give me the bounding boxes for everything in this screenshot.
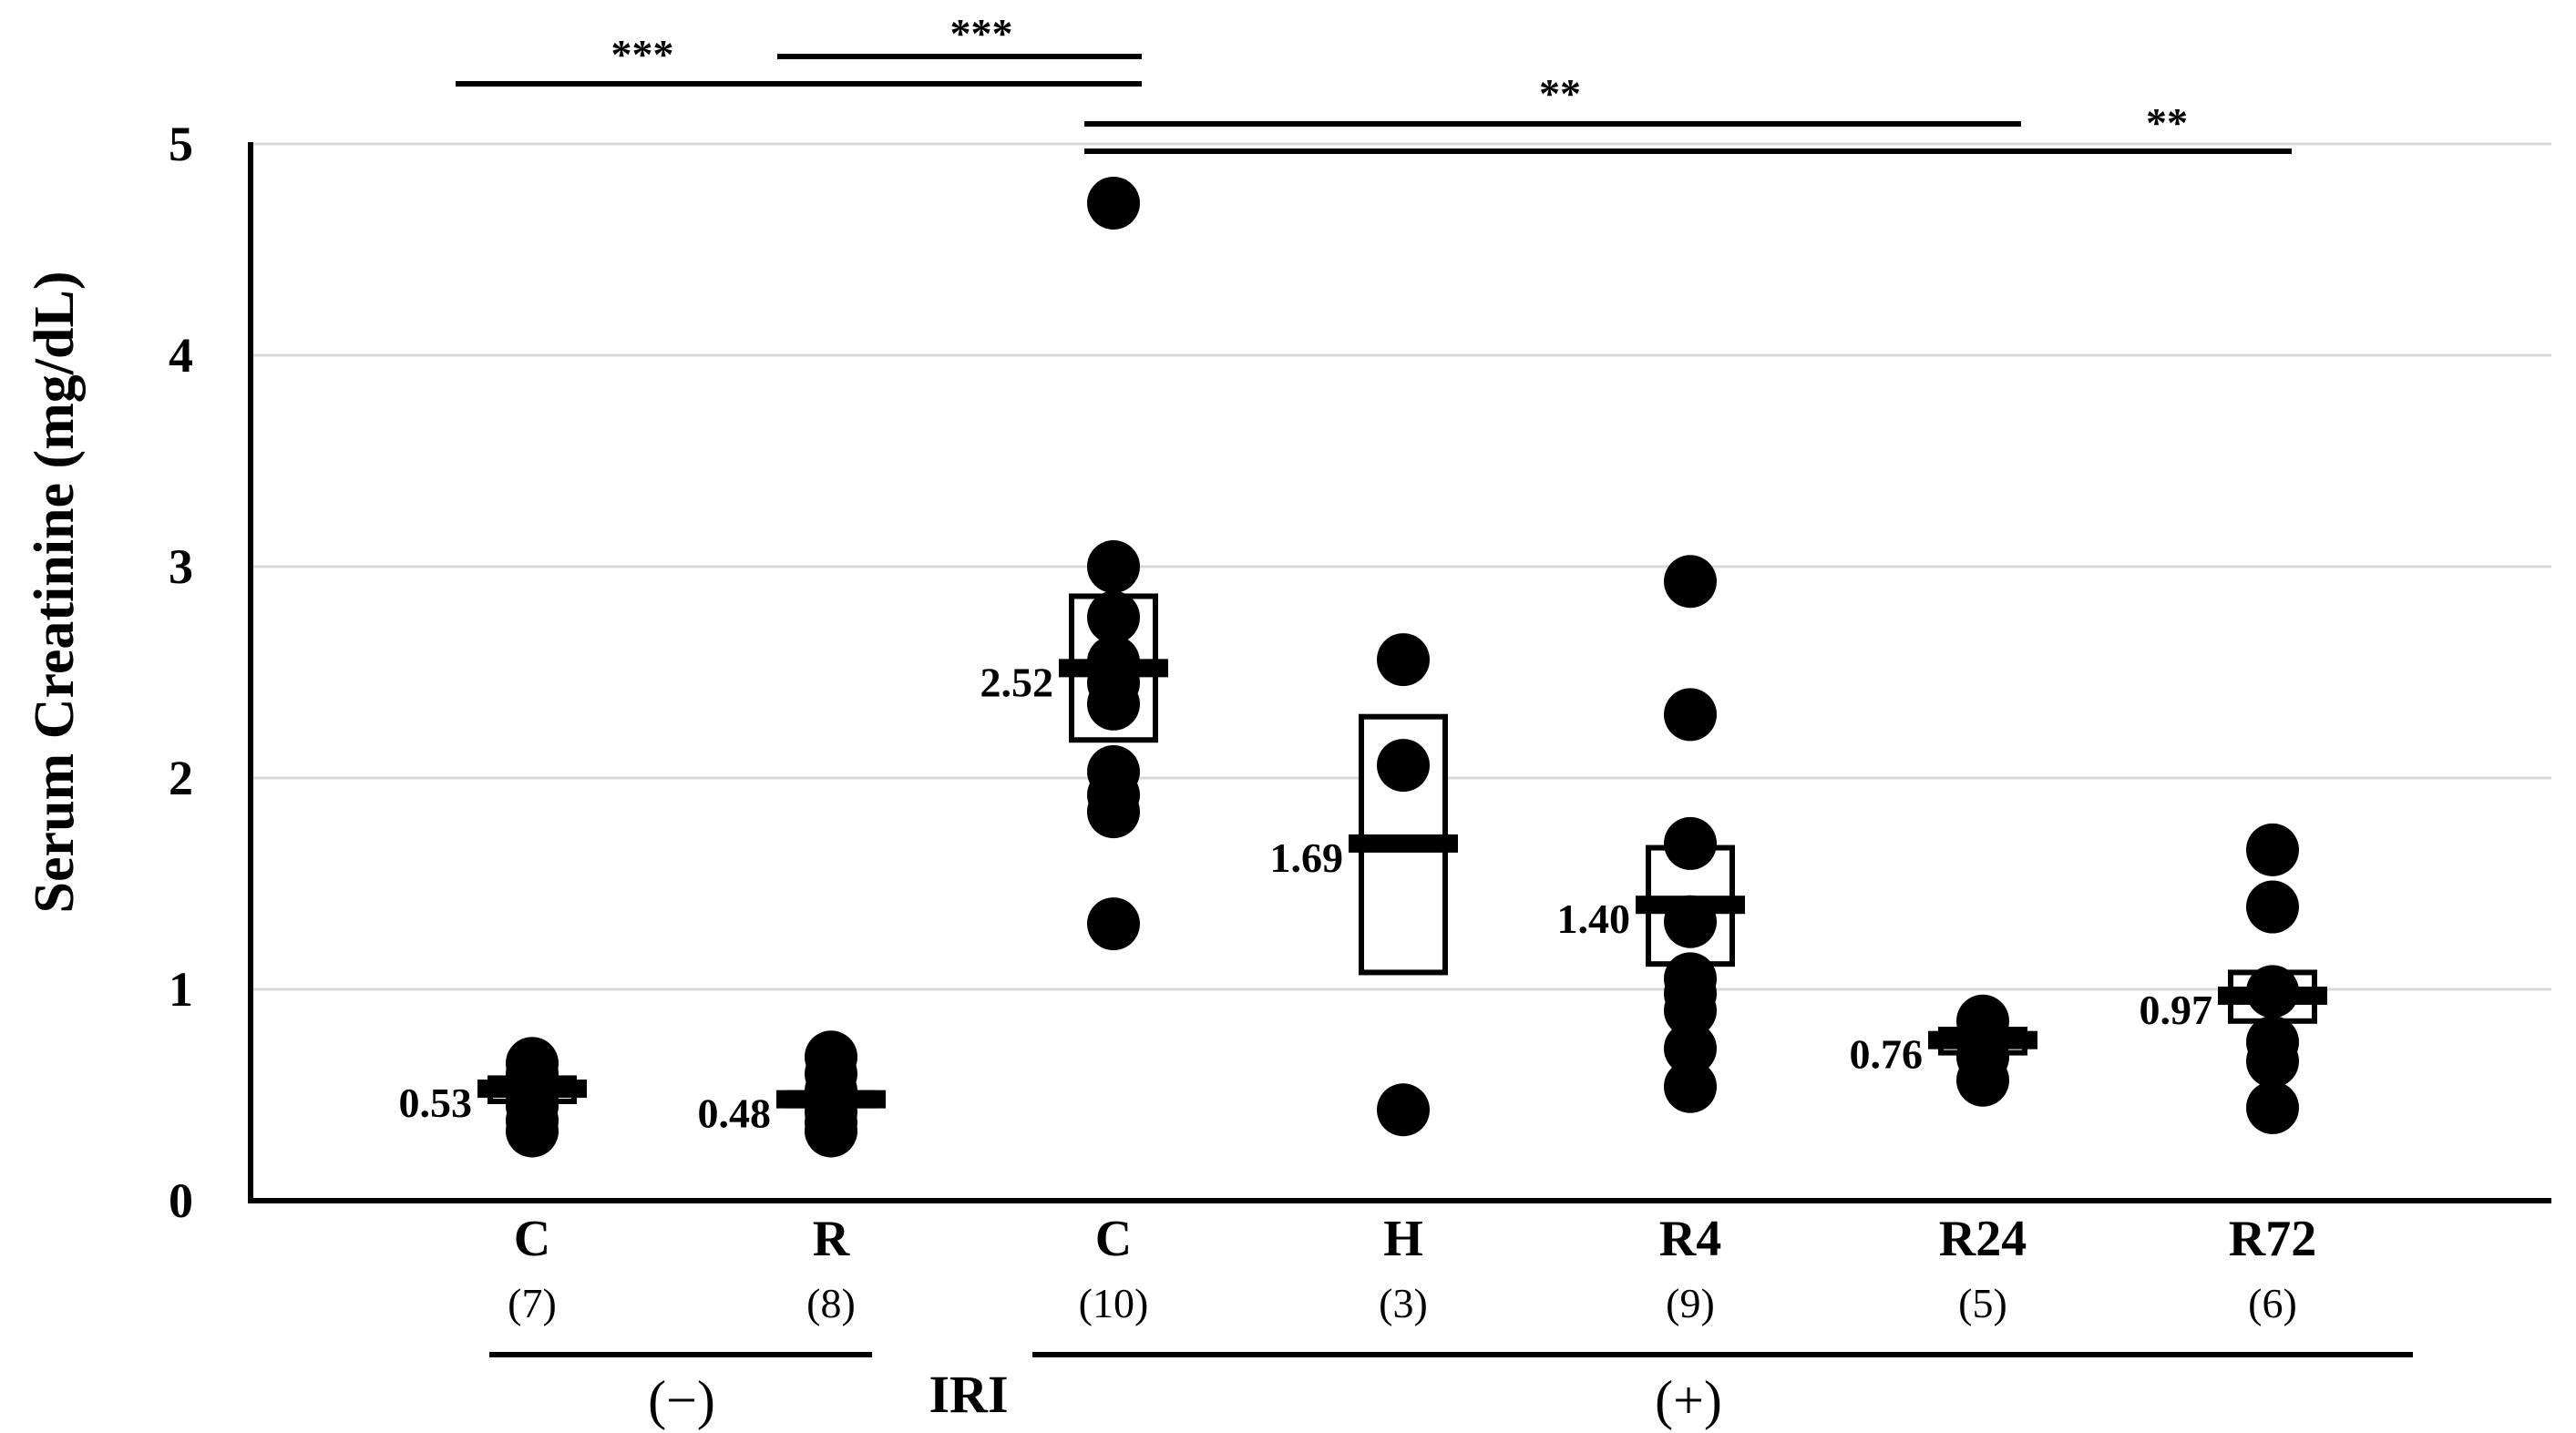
x-category-count: (8)	[806, 1280, 856, 1326]
mean-bar	[477, 1080, 587, 1099]
data-point	[1377, 739, 1430, 793]
mean-label: 1.69	[1270, 834, 1344, 881]
mean-label: 0.97	[2140, 987, 2213, 1033]
data-point	[2246, 880, 2299, 934]
data-point	[2246, 823, 2299, 876]
x-category-label: H	[1383, 1211, 1423, 1267]
mean-bar	[776, 1090, 886, 1109]
x-category-count: (7)	[508, 1280, 557, 1326]
x-category-label: R24	[1939, 1211, 2027, 1267]
y-tick-label: 3	[169, 539, 193, 594]
mean-bar	[1059, 659, 1168, 678]
data-point	[2246, 1080, 2299, 1134]
group-label: (+)	[1655, 1370, 1722, 1430]
mean-bar	[1349, 834, 1458, 853]
axes	[248, 142, 2551, 1203]
y-tick-label: 0	[169, 1173, 193, 1228]
data-point	[1087, 176, 1140, 230]
significance-label: **	[1539, 70, 1581, 117]
x-category-label: C	[1095, 1211, 1132, 1267]
data-point	[1087, 590, 1140, 644]
x-category-label: R4	[1659, 1211, 1721, 1267]
y-axis-label: Serum Creatinine (mg/dL)	[24, 271, 86, 914]
significance-label: ***	[611, 31, 674, 77]
y-tick-label: 4	[169, 328, 193, 383]
data-point	[1377, 1083, 1430, 1137]
group-label: (−)	[648, 1370, 715, 1430]
data-point	[1087, 897, 1140, 951]
mean-bars	[477, 659, 2327, 1109]
x-category-count: (10)	[1079, 1280, 1149, 1326]
x-category-count: (3)	[1379, 1280, 1428, 1326]
x-axis-label: IRI	[929, 1365, 1008, 1424]
data-point	[1664, 1059, 1717, 1113]
data-point	[1087, 540, 1140, 593]
mean-bar	[1636, 896, 1745, 915]
x-category-label: R	[813, 1211, 850, 1267]
significance-bars: *** *******	[456, 10, 2292, 154]
x-category-count: (6)	[2248, 1280, 2297, 1326]
data-point	[2246, 1016, 2299, 1069]
significance-label: ***	[950, 10, 1013, 56]
mean-bar	[2218, 986, 2327, 1005]
mean-label: 2.52	[980, 659, 1054, 705]
mean-label: 0.53	[399, 1080, 473, 1126]
group-brackets: (−) (+)	[489, 1352, 2413, 1430]
mean-label: 1.40	[1557, 896, 1631, 942]
data-point	[1664, 816, 1717, 870]
data-points	[506, 176, 2299, 1158]
data-point	[805, 1030, 857, 1084]
y-tick-label: 5	[169, 117, 193, 171]
x-category-label: R72	[2229, 1211, 2316, 1267]
data-point	[1664, 1021, 1717, 1075]
mean-labels: 0.53 0.48 2.52 1.69 1.40 0.76 0.97	[399, 659, 2213, 1136]
mean-label: 0.76	[1850, 1031, 1924, 1078]
y-tick-label: 1	[169, 962, 193, 1017]
data-point	[506, 1037, 559, 1090]
data-point	[1087, 745, 1140, 799]
x-category-count: (9)	[1666, 1280, 1715, 1326]
data-point	[1377, 633, 1430, 687]
x-category-label: C	[514, 1211, 550, 1267]
data-point	[1664, 555, 1717, 609]
data-point	[1664, 952, 1717, 1006]
y-tick-labels: 0 1 2 3 4 5	[169, 117, 193, 1228]
mean-label: 0.48	[698, 1090, 772, 1137]
mean-bar	[1928, 1030, 2037, 1049]
significance-label: **	[2146, 99, 2188, 146]
gridlines	[251, 142, 2551, 991]
y-tick-label: 2	[169, 751, 193, 805]
x-category-count: (5)	[1958, 1280, 2007, 1326]
x-category-labels: C (7) R (8) C (10) H (3) R4 (9) R24 (5) R72 (6)	[508, 1211, 2316, 1326]
data-point	[1664, 688, 1717, 742]
